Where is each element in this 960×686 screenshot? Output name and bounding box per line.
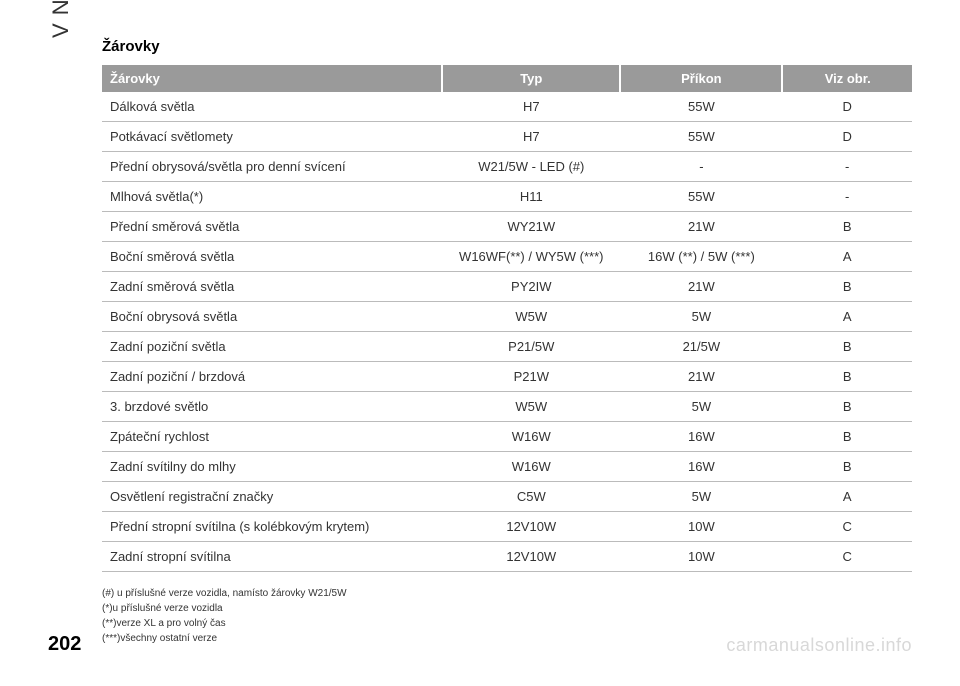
table-cell: 16W [620, 422, 782, 452]
table-cell: 21/5W [620, 332, 782, 362]
table-row: 3. brzdové světloW5W5WB [102, 392, 912, 422]
table-cell: Osvětlení registrační značky [102, 482, 442, 512]
main-content: Žárovky Žárovky Typ Příkon Viz obr. Dálk… [102, 38, 912, 646]
table-cell: A [782, 482, 912, 512]
table-row: Potkávací světlometyH755WD [102, 122, 912, 152]
table-cell: Zadní svítilny do mlhy [102, 452, 442, 482]
table-cell: 21W [620, 272, 782, 302]
table-cell: - [782, 152, 912, 182]
section-title: Žárovky [102, 38, 912, 55]
table-cell: B [782, 272, 912, 302]
table-cell: H11 [442, 182, 620, 212]
table-cell: A [782, 302, 912, 332]
footnote-line: (#) u příslušné verze vozidla, namísto ž… [102, 586, 912, 601]
table-row: Boční obrysová světlaW5W5WA [102, 302, 912, 332]
table-cell: A [782, 242, 912, 272]
section-sidebar-label: V NOUZI [48, 0, 74, 38]
col-header-power: Příkon [620, 65, 782, 92]
table-row: Boční směrová světlaW16WF(**) / WY5W (**… [102, 242, 912, 272]
table-cell: P21/5W [442, 332, 620, 362]
footnote-line: (**)verze XL a pro volný čas [102, 616, 912, 631]
table-row: Dálková světlaH755WD [102, 92, 912, 122]
table-cell: D [782, 122, 912, 152]
bulbs-table: Žárovky Typ Příkon Viz obr. Dálková svět… [102, 65, 912, 572]
table-cell: Zpáteční rychlost [102, 422, 442, 452]
table-cell: 5W [620, 302, 782, 332]
table-cell: 55W [620, 182, 782, 212]
col-header-type: Typ [442, 65, 620, 92]
table-cell: W16W [442, 452, 620, 482]
table-row: Mlhová světla(*)H1155W- [102, 182, 912, 212]
table-cell: C5W [442, 482, 620, 512]
table-cell: W21/5W - LED (#) [442, 152, 620, 182]
table-cell: - [620, 152, 782, 182]
table-cell: H7 [442, 92, 620, 122]
table-header-row: Žárovky Typ Příkon Viz obr. [102, 65, 912, 92]
table-cell: Zadní směrová světla [102, 272, 442, 302]
table-cell: Zadní poziční / brzdová [102, 362, 442, 392]
table-cell: W5W [442, 302, 620, 332]
table-cell: Mlhová světla(*) [102, 182, 442, 212]
table-cell: 21W [620, 362, 782, 392]
table-cell: P21W [442, 362, 620, 392]
table-cell: 55W [620, 92, 782, 122]
table-row: Zadní svítilny do mlhyW16W16WB [102, 452, 912, 482]
table-cell: - [782, 182, 912, 212]
page-number: 202 [48, 633, 81, 656]
table-cell: Zadní poziční světla [102, 332, 442, 362]
table-row: Přední stropní svítilna (s kolébkovým kr… [102, 512, 912, 542]
table-cell: 5W [620, 482, 782, 512]
table-cell: 21W [620, 212, 782, 242]
table-row: Přední obrysová/světla pro denní svícení… [102, 152, 912, 182]
table-cell: 16W (**) / 5W (***) [620, 242, 782, 272]
table-row: Přední směrová světlaWY21W21WB [102, 212, 912, 242]
table-cell: 3. brzdové světlo [102, 392, 442, 422]
table-cell: Zadní stropní svítilna [102, 542, 442, 572]
table-cell: 16W [620, 452, 782, 482]
table-cell: WY21W [442, 212, 620, 242]
table-cell: Potkávací světlomety [102, 122, 442, 152]
col-header-fig: Viz obr. [782, 65, 912, 92]
table-row: Zadní poziční / brzdováP21W21WB [102, 362, 912, 392]
table-cell: C [782, 512, 912, 542]
table-cell: C [782, 542, 912, 572]
table-cell: Přední stropní svítilna (s kolébkovým kr… [102, 512, 442, 542]
table-cell: 10W [620, 542, 782, 572]
table-cell: B [782, 212, 912, 242]
table-cell: H7 [442, 122, 620, 152]
table-row: Zadní směrová světlaPY2IW21WB [102, 272, 912, 302]
table-cell: B [782, 362, 912, 392]
table-cell: D [782, 92, 912, 122]
table-cell: Dálková světla [102, 92, 442, 122]
table-cell: 5W [620, 392, 782, 422]
table-cell: Boční směrová světla [102, 242, 442, 272]
table-cell: PY2IW [442, 272, 620, 302]
table-cell: Boční obrysová světla [102, 302, 442, 332]
table-cell: W16W [442, 422, 620, 452]
watermark: carmanualsonline.info [726, 635, 912, 656]
table-cell: Přední obrysová/světla pro denní svícení [102, 152, 442, 182]
col-header-name: Žárovky [102, 65, 442, 92]
table-row: Zadní stropní svítilna12V10W10WC [102, 542, 912, 572]
table-cell: B [782, 392, 912, 422]
table-cell: 12V10W [442, 512, 620, 542]
table-cell: 12V10W [442, 542, 620, 572]
table-cell: 10W [620, 512, 782, 542]
table-cell: W16WF(**) / WY5W (***) [442, 242, 620, 272]
table-row: Zadní poziční světlaP21/5W21/5WB [102, 332, 912, 362]
footnote-line: (*)u příslušné verze vozidla [102, 601, 912, 616]
table-row: Osvětlení registrační značkyC5W5WA [102, 482, 912, 512]
table-cell: B [782, 422, 912, 452]
table-cell: 55W [620, 122, 782, 152]
table-cell: B [782, 452, 912, 482]
table-cell: W5W [442, 392, 620, 422]
table-row: Zpáteční rychlostW16W16WB [102, 422, 912, 452]
table-cell: Přední směrová světla [102, 212, 442, 242]
table-cell: B [782, 332, 912, 362]
